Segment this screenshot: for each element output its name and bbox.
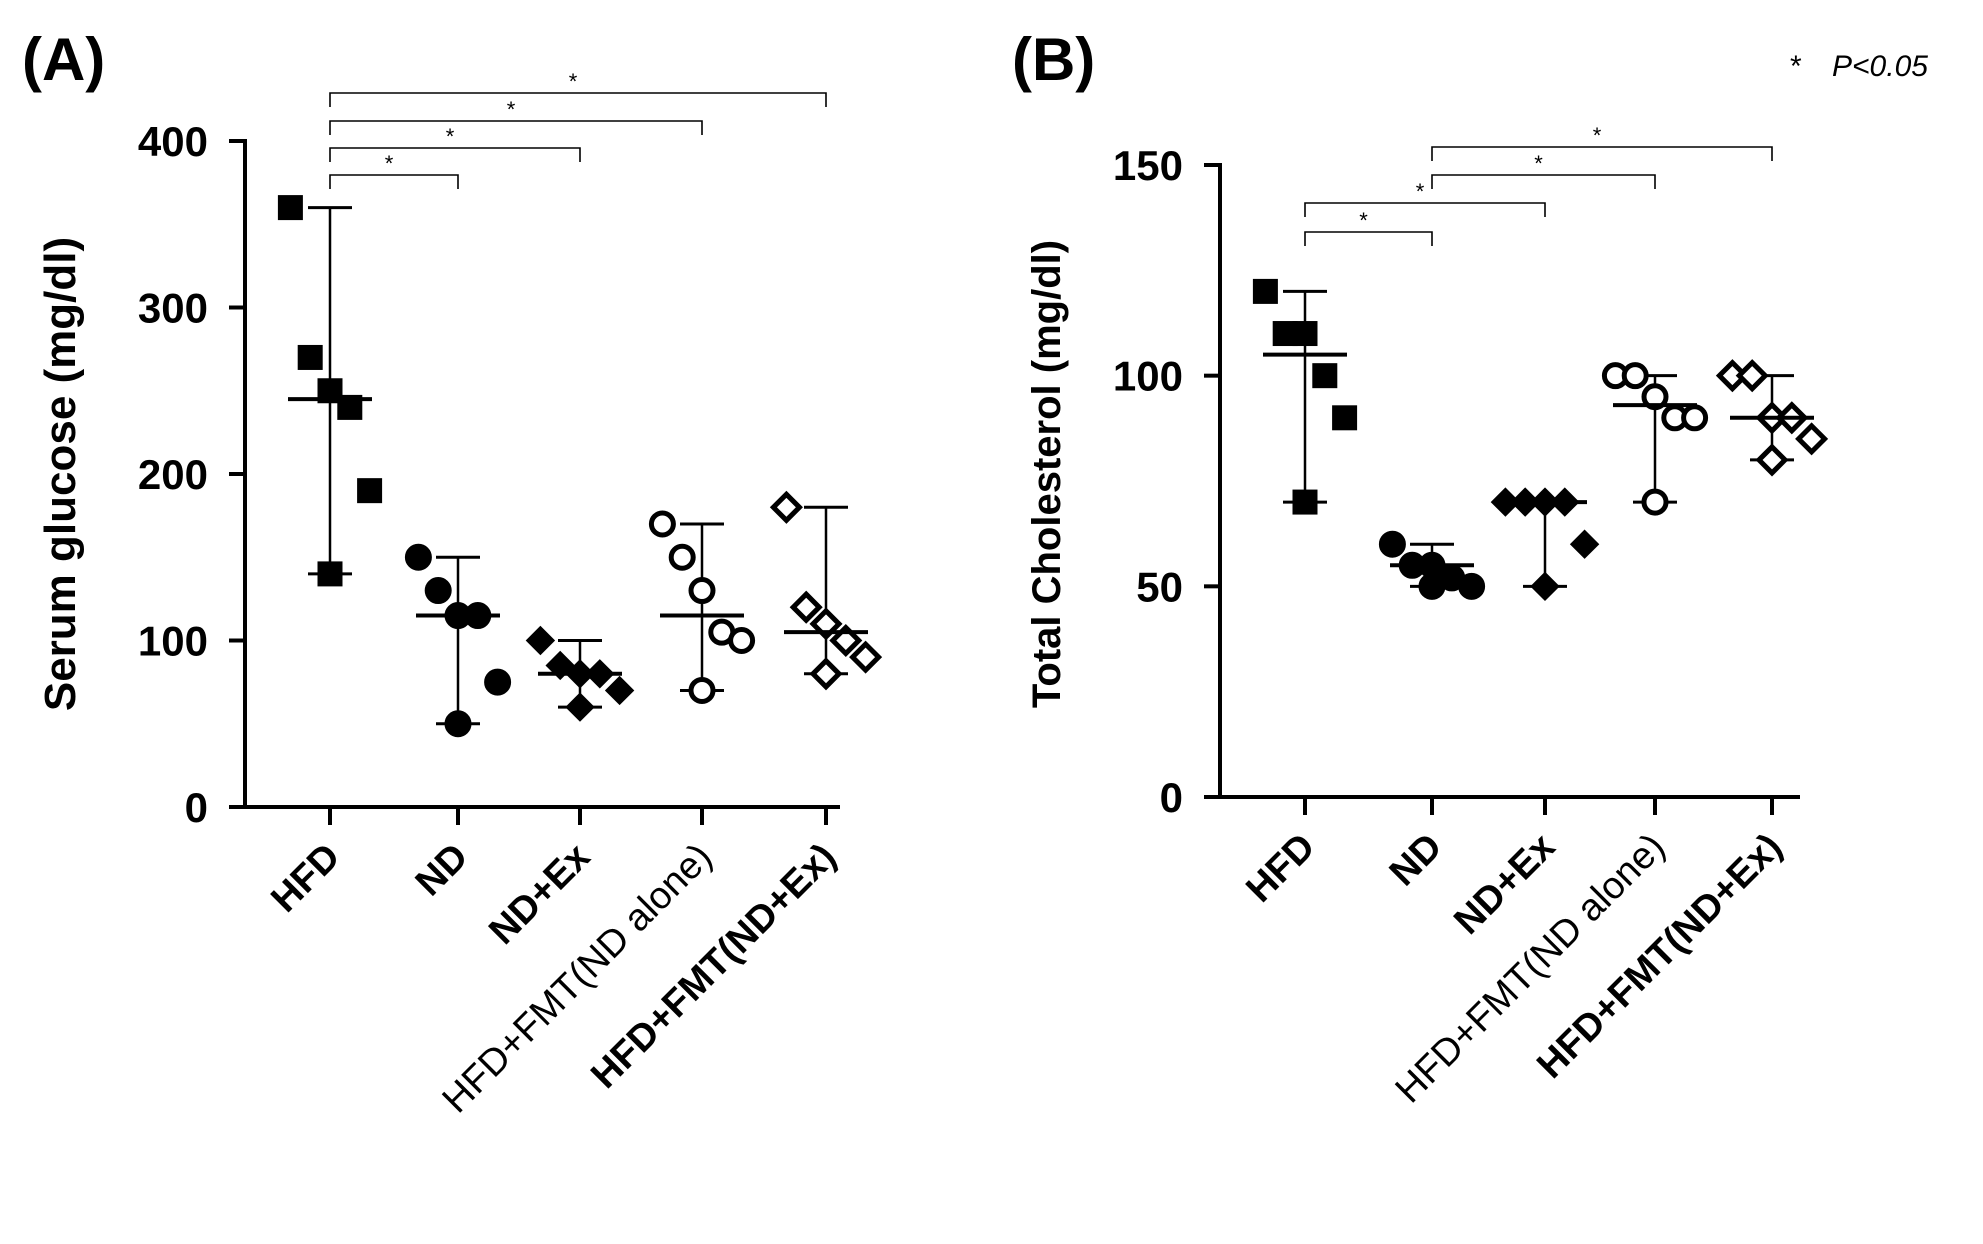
data-point [1252, 278, 1278, 304]
y-tick-label: 400 [138, 118, 208, 165]
data-point [1458, 572, 1486, 600]
data-point [789, 590, 823, 624]
panel-a-chart: 0 100 200 300 400 Serum glucose (mg/dl) HFD ND N… [36, 69, 883, 1121]
significance-note-p: P<0.05 [1832, 50, 1928, 83]
y-tick-label: 150 [1113, 142, 1183, 189]
data-point [1795, 422, 1829, 456]
data-point [1418, 572, 1446, 600]
y-tick-label: 50 [1136, 563, 1183, 610]
significance-bracket: * [1431, 151, 1656, 189]
data-group [277, 195, 383, 587]
data-point [1641, 383, 1669, 411]
bracket-line [1304, 202, 1546, 217]
data-point [404, 543, 432, 571]
data-point [297, 344, 323, 370]
bracket-star: * [507, 97, 516, 122]
y-axis-label: Serum glucose (mg/dl) [36, 237, 85, 711]
data-point [769, 490, 803, 524]
data-point [688, 676, 716, 704]
data-point [1312, 363, 1338, 389]
data-point [648, 510, 676, 538]
bracket-line [329, 92, 827, 107]
significance-bracket: * [329, 69, 827, 107]
significance-bracket: * [1431, 123, 1773, 161]
data-group [1490, 487, 1600, 602]
data-point [1530, 571, 1560, 602]
data-point [1621, 362, 1649, 390]
data-group [769, 490, 883, 691]
data-point [484, 668, 512, 696]
y-tick-label: 100 [1113, 353, 1183, 400]
bracket-star: * [1416, 179, 1425, 204]
data-point [1378, 530, 1406, 558]
x-tick-label: ND+Ex [481, 836, 598, 953]
bracket-line [329, 174, 459, 189]
data-point [688, 577, 716, 605]
data-point [277, 195, 303, 221]
bracket-star: * [1359, 208, 1368, 233]
significance-note-star: * [1790, 50, 1802, 83]
bracket-star: * [446, 124, 455, 149]
significance-bracket: * [1304, 179, 1546, 217]
panel-label-b: (B) [1012, 26, 1096, 93]
data-point [1292, 321, 1318, 347]
y-tick-label: 200 [138, 451, 208, 498]
y-tick-label: 300 [138, 285, 208, 332]
data-group [1378, 530, 1486, 600]
y-axis-label: Total Cholesterol (mg/dl) [1025, 240, 1069, 708]
x-tick-label: ND [1382, 826, 1451, 895]
data-point [444, 710, 472, 738]
y-tick-label: 100 [138, 618, 208, 665]
data-point [1641, 488, 1669, 516]
x-tick-label: HFD [1238, 826, 1323, 911]
x-tick-label: ND [408, 836, 477, 905]
data-point [1735, 359, 1769, 393]
significance-bracket: * [329, 151, 459, 189]
panel-label-a: (A) [22, 26, 106, 93]
data-group [525, 625, 635, 722]
y-tick-label: 0 [185, 784, 208, 831]
data-point [1332, 405, 1358, 431]
data-point [1569, 529, 1600, 559]
data-group [1601, 362, 1709, 516]
data-point [668, 543, 696, 571]
data-point [849, 640, 883, 674]
bracket-star: * [1593, 123, 1602, 148]
bracket-line [329, 120, 703, 135]
significance-bracket: * [329, 97, 703, 135]
data-point [809, 657, 843, 691]
x-tick-label: HFD+FMT(ND+Ex) [583, 836, 844, 1097]
x-tick-label: HFD [263, 836, 348, 921]
data-point [565, 692, 595, 722]
y-tick-label: 0 [1160, 774, 1183, 821]
data-group [404, 543, 512, 738]
bracket-line [1431, 146, 1773, 161]
significance-note: * P<0.05 [1790, 52, 1928, 82]
data-point [728, 627, 756, 654]
bracket-line [329, 147, 581, 162]
bracket-star: * [385, 151, 394, 176]
data-point [424, 577, 452, 605]
data-point [1755, 443, 1789, 477]
data-group [1252, 278, 1358, 515]
data-point [357, 478, 383, 504]
data-point [317, 561, 343, 587]
bracket-line [1304, 231, 1433, 246]
significance-bracket: * [1304, 208, 1433, 246]
bracket-star: * [569, 69, 578, 94]
bracket-line [1431, 174, 1656, 189]
data-point [525, 625, 556, 656]
bracket-star: * [1534, 151, 1543, 176]
data-group [648, 510, 756, 704]
data-point [604, 675, 635, 706]
data-point [1292, 489, 1318, 515]
data-group [1715, 359, 1829, 477]
significance-bracket: * [329, 124, 581, 162]
data-point [1681, 404, 1709, 432]
